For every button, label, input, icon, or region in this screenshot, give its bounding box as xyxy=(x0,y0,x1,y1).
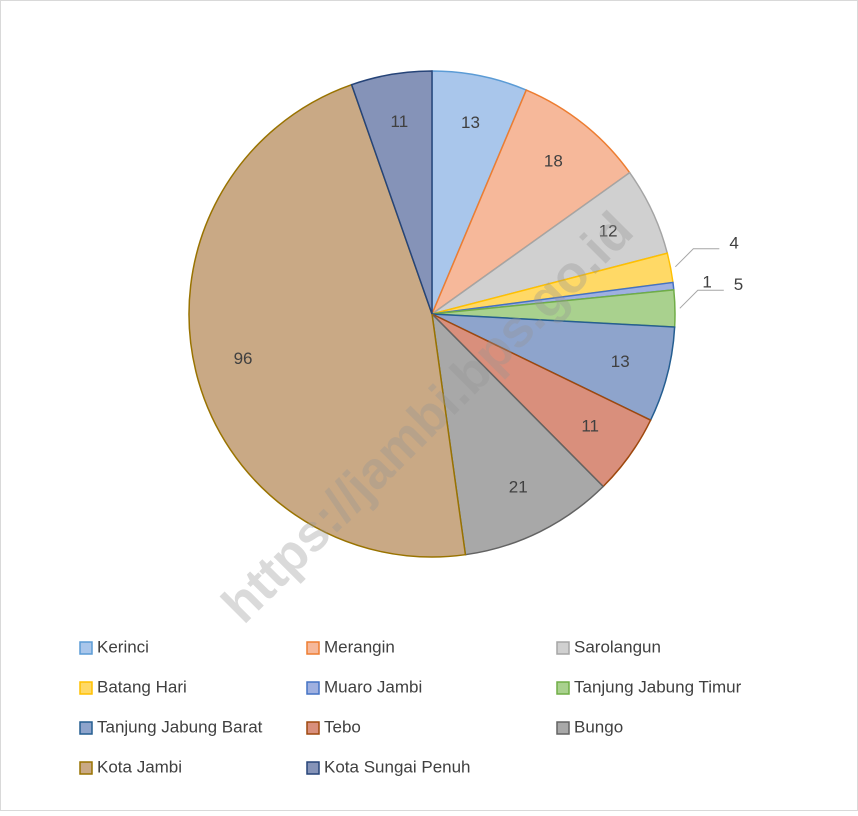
legend-swatch xyxy=(306,681,320,695)
legend-swatch xyxy=(306,721,320,735)
data-label: 11 xyxy=(581,417,599,436)
legend-swatch xyxy=(79,761,93,775)
legend-swatch xyxy=(79,721,93,735)
data-label: 18 xyxy=(544,152,563,171)
legend-label: Kota Jambi xyxy=(97,757,182,776)
legend-label: Kerinci xyxy=(97,637,149,656)
legend-label: Tanjung Jabung Timur xyxy=(574,677,742,696)
legend-swatch xyxy=(556,681,570,695)
legend-label: Batang Hari xyxy=(97,677,187,696)
legend-label: Sarolangun xyxy=(574,637,661,656)
data-label: 5 xyxy=(734,275,743,294)
legend-swatch xyxy=(79,681,93,695)
legend-label: Bungo xyxy=(574,717,623,736)
legend-swatch xyxy=(79,641,93,655)
data-label: 12 xyxy=(599,221,618,240)
legend-label: Muaro Jambi xyxy=(324,677,422,696)
legend-label: Tebo xyxy=(324,717,361,736)
data-label: 1 xyxy=(702,272,711,291)
pie-slice xyxy=(188,83,467,558)
data-label: 96 xyxy=(234,349,253,368)
legend-label: Tanjung Jabung Barat xyxy=(97,717,263,736)
legend-swatch xyxy=(306,761,320,775)
pie-slice xyxy=(430,311,605,556)
pie-slice xyxy=(430,89,631,317)
leader-line xyxy=(674,248,720,268)
data-label: 21 xyxy=(509,478,528,497)
data-label: 11 xyxy=(391,112,409,131)
data-label: 13 xyxy=(611,352,630,371)
legend-label: Kota Sungai Penuh xyxy=(324,757,471,776)
legend-label: Merangin xyxy=(324,637,395,656)
legend-swatch xyxy=(306,641,320,655)
data-label: 4 xyxy=(729,233,738,252)
data-label: 13 xyxy=(461,113,480,132)
pie-slice xyxy=(350,70,433,315)
legend-swatch xyxy=(556,641,570,655)
leader-line xyxy=(679,289,724,309)
legend-swatch xyxy=(556,721,570,735)
